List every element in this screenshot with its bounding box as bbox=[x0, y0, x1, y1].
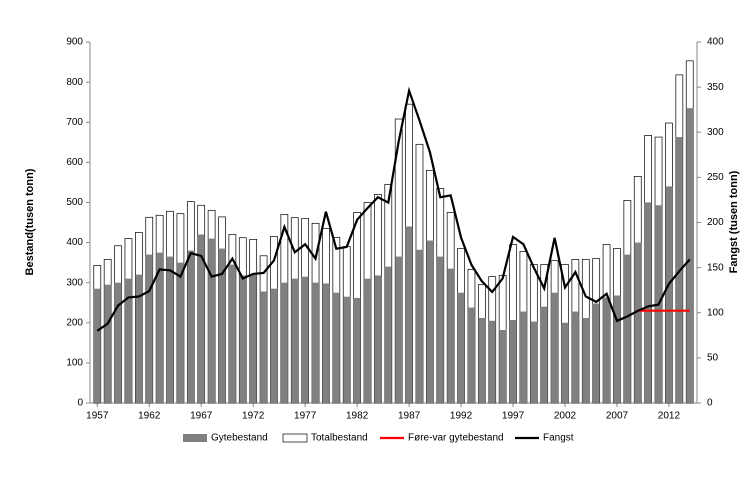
bar bbox=[665, 186, 673, 403]
bar bbox=[239, 275, 247, 403]
y2-tick-label: 0 bbox=[707, 398, 713, 409]
x-tick-label: 1992 bbox=[450, 411, 473, 422]
y2-tick-label: 200 bbox=[707, 217, 724, 228]
y-tick-label: 400 bbox=[66, 237, 83, 248]
bar bbox=[291, 278, 299, 403]
y-axis-title: Bestand(tusen tonn) bbox=[24, 168, 36, 275]
y-tick-label: 200 bbox=[66, 317, 83, 328]
bar bbox=[540, 306, 548, 403]
bar bbox=[499, 329, 507, 403]
y2-tick-label: 300 bbox=[707, 127, 724, 138]
bar bbox=[519, 311, 527, 403]
bar bbox=[447, 268, 455, 403]
bar bbox=[426, 240, 434, 403]
y2-tick-label: 400 bbox=[707, 37, 724, 48]
bar bbox=[374, 275, 382, 403]
bar bbox=[301, 276, 309, 403]
bar bbox=[280, 282, 288, 403]
y-tick-label: 800 bbox=[66, 77, 83, 88]
bar bbox=[187, 250, 195, 403]
bar bbox=[260, 291, 268, 403]
x-tick-label: 2007 bbox=[606, 411, 629, 422]
bar bbox=[613, 295, 621, 403]
bar bbox=[623, 254, 631, 403]
legend-label: Gytebestand bbox=[211, 433, 268, 444]
bar bbox=[353, 297, 361, 403]
bar bbox=[478, 317, 486, 403]
bar bbox=[332, 292, 340, 403]
bar bbox=[405, 226, 413, 403]
bar bbox=[114, 282, 122, 403]
y-tick-label: 100 bbox=[66, 358, 83, 369]
bar bbox=[364, 278, 372, 403]
x-tick-label: 1997 bbox=[502, 411, 525, 422]
legend-swatch bbox=[183, 434, 207, 442]
bar bbox=[436, 256, 444, 403]
y2-tick-label: 250 bbox=[707, 172, 724, 183]
bar bbox=[457, 292, 465, 403]
bar bbox=[415, 249, 423, 403]
bar bbox=[145, 254, 153, 403]
bar bbox=[166, 256, 174, 403]
bar bbox=[218, 248, 226, 403]
y2-tick-label: 350 bbox=[707, 82, 724, 93]
y-tick-label: 300 bbox=[66, 277, 83, 288]
bar bbox=[156, 252, 164, 403]
y-tick-label: 700 bbox=[66, 117, 83, 128]
y2-tick-label: 150 bbox=[707, 262, 724, 273]
bar bbox=[249, 274, 257, 403]
x-tick-label: 1962 bbox=[138, 411, 161, 422]
bar bbox=[322, 283, 330, 403]
x-tick-label: 2002 bbox=[554, 411, 577, 422]
y2-tick-label: 50 bbox=[707, 353, 719, 364]
legend-label: Totalbestand bbox=[311, 433, 368, 444]
bar bbox=[571, 311, 579, 403]
x-tick-label: 1957 bbox=[86, 411, 109, 422]
y2-tick-label: 100 bbox=[707, 307, 724, 318]
bar bbox=[561, 322, 569, 403]
bar bbox=[384, 266, 392, 403]
bar bbox=[176, 262, 184, 403]
bar bbox=[135, 274, 143, 403]
bar bbox=[312, 282, 320, 403]
x-tick-label: 1987 bbox=[398, 411, 421, 422]
bar bbox=[634, 242, 642, 403]
x-tick-label: 1977 bbox=[294, 411, 317, 422]
y-tick-label: 600 bbox=[66, 157, 83, 168]
y2-axis-title: Fangst (tusen tonn) bbox=[728, 170, 740, 273]
bar bbox=[343, 296, 351, 403]
y-tick-label: 900 bbox=[66, 37, 83, 48]
legend-label: Fangst bbox=[543, 433, 574, 444]
x-tick-label: 2012 bbox=[658, 411, 681, 422]
bar bbox=[124, 278, 132, 403]
bar bbox=[582, 317, 590, 403]
x-tick-label: 1982 bbox=[346, 411, 369, 422]
bar bbox=[644, 202, 652, 403]
bar bbox=[208, 238, 216, 403]
x-tick-label: 1967 bbox=[190, 411, 213, 422]
y-tick-label: 0 bbox=[77, 398, 83, 409]
bar bbox=[603, 297, 611, 403]
line bbox=[96, 86, 691, 332]
bar bbox=[197, 234, 205, 403]
bar bbox=[592, 303, 600, 403]
bar bbox=[467, 307, 475, 403]
bar bbox=[270, 288, 278, 403]
bar bbox=[488, 320, 496, 403]
y-tick-label: 500 bbox=[66, 197, 83, 208]
bar bbox=[228, 264, 236, 403]
bar bbox=[395, 256, 403, 403]
bar bbox=[530, 321, 538, 403]
bar bbox=[686, 108, 694, 403]
bar bbox=[93, 288, 101, 403]
x-tick-label: 1972 bbox=[242, 411, 265, 422]
bar bbox=[509, 319, 517, 403]
bar bbox=[104, 284, 112, 403]
bar bbox=[551, 292, 559, 403]
legend-label: Føre-var gytebestand bbox=[408, 433, 504, 444]
legend-swatch bbox=[282, 433, 308, 443]
